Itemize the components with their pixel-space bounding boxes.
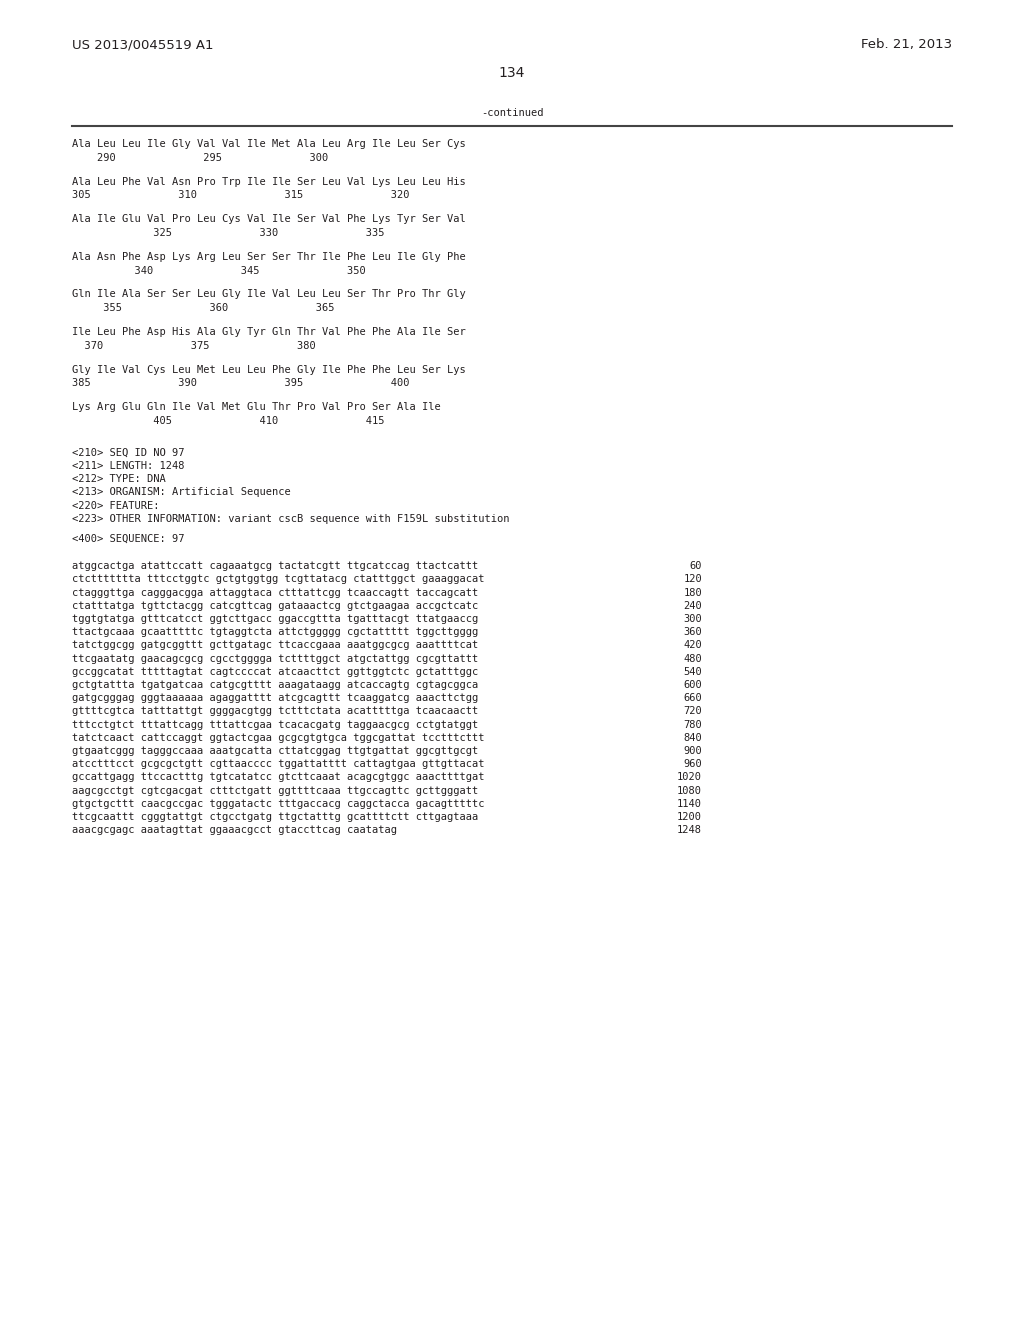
Text: Ala Leu Phe Val Asn Pro Trp Ile Ile Ser Leu Val Lys Leu Leu His: Ala Leu Phe Val Asn Pro Trp Ile Ile Ser … (72, 177, 466, 186)
Text: 325              330              335: 325 330 335 (72, 228, 384, 238)
Text: gtgctgcttt caacgccgac tgggatactc tttgaccacg caggctacca gacagtttttc: gtgctgcttt caacgccgac tgggatactc tttgacc… (72, 799, 484, 809)
Text: 840: 840 (683, 733, 702, 743)
Text: Ala Leu Leu Ile Gly Val Val Ile Met Ala Leu Arg Ile Leu Ser Cys: Ala Leu Leu Ile Gly Val Val Ile Met Ala … (72, 139, 466, 149)
Text: 405              410              415: 405 410 415 (72, 416, 384, 426)
Text: <223> OTHER INFORMATION: variant cscB sequence with F159L substitution: <223> OTHER INFORMATION: variant cscB se… (72, 513, 510, 524)
Text: gccggcatat tttttagtat cagtccccat atcaacttct ggttggtctc gctatttggc: gccggcatat tttttagtat cagtccccat atcaact… (72, 667, 478, 677)
Text: gtgaatcggg tagggccaaa aaatgcatta cttatcggag ttgtgattat ggcgttgcgt: gtgaatcggg tagggccaaa aaatgcatta cttatcg… (72, 746, 478, 756)
Text: 290              295              300: 290 295 300 (72, 153, 329, 162)
Text: 355              360              365: 355 360 365 (72, 304, 335, 313)
Text: Feb. 21, 2013: Feb. 21, 2013 (861, 38, 952, 51)
Text: Ala Asn Phe Asp Lys Arg Leu Ser Ser Thr Ile Phe Leu Ile Gly Phe: Ala Asn Phe Asp Lys Arg Leu Ser Ser Thr … (72, 252, 466, 261)
Text: 780: 780 (683, 719, 702, 730)
Text: <212> TYPE: DNA: <212> TYPE: DNA (72, 474, 166, 484)
Text: ttactgcaaa gcaatttttc tgtaggtcta attctggggg cgctattttt tggcttgggg: ttactgcaaa gcaatttttc tgtaggtcta attctgg… (72, 627, 478, 638)
Text: ctcttttttta tttcctggtc gctgtggtgg tcgttatacg ctatttggct gaaaggacat: ctcttttttta tttcctggtc gctgtggtgg tcgtta… (72, 574, 484, 585)
Text: aagcgcctgt cgtcgacgat ctttctgatt ggttttcaaa ttgccagttc gcttgggatt: aagcgcctgt cgtcgacgat ctttctgatt ggttttc… (72, 785, 478, 796)
Text: <210> SEQ ID NO 97: <210> SEQ ID NO 97 (72, 447, 184, 458)
Text: Gln Ile Ala Ser Ser Leu Gly Ile Val Leu Leu Ser Thr Pro Thr Gly: Gln Ile Ala Ser Ser Leu Gly Ile Val Leu … (72, 289, 466, 300)
Text: aaacgcgagc aaatagttat ggaaacgcct gtaccttcag caatatag: aaacgcgagc aaatagttat ggaaacgcct gtacctt… (72, 825, 397, 836)
Text: 300: 300 (683, 614, 702, 624)
Text: 720: 720 (683, 706, 702, 717)
Text: 60: 60 (689, 561, 702, 572)
Text: atggcactga atattccatt cagaaatgcg tactatcgtt ttgcatccag ttactcattt: atggcactga atattccatt cagaaatgcg tactatc… (72, 561, 478, 572)
Text: 1080: 1080 (677, 785, 702, 796)
Text: 305              310              315              320: 305 310 315 320 (72, 190, 410, 201)
Text: gccattgagg ttccactttg tgtcatatcc gtcttcaaat acagcgtggc aaacttttgat: gccattgagg ttccactttg tgtcatatcc gtcttca… (72, 772, 484, 783)
Text: 370              375              380: 370 375 380 (72, 341, 315, 351)
Text: Lys Arg Glu Gln Ile Val Met Glu Thr Pro Val Pro Ser Ala Ile: Lys Arg Glu Gln Ile Val Met Glu Thr Pro … (72, 403, 440, 412)
Text: 960: 960 (683, 759, 702, 770)
Text: gttttcgtca tatttattgt ggggacgtgg tctttctata acatttttga tcaacaactt: gttttcgtca tatttattgt ggggacgtgg tctttct… (72, 706, 478, 717)
Text: 1248: 1248 (677, 825, 702, 836)
Text: 120: 120 (683, 574, 702, 585)
Text: Ile Leu Phe Asp His Ala Gly Tyr Gln Thr Val Phe Phe Ala Ile Ser: Ile Leu Phe Asp His Ala Gly Tyr Gln Thr … (72, 327, 466, 337)
Text: 340              345              350: 340 345 350 (72, 265, 366, 276)
Text: 180: 180 (683, 587, 702, 598)
Text: tatctggcgg gatgcggttt gcttgatagc ttcaccgaaa aaatggcgcg aaattttcat: tatctggcgg gatgcggttt gcttgatagc ttcaccg… (72, 640, 478, 651)
Text: 1020: 1020 (677, 772, 702, 783)
Text: Ala Ile Glu Val Pro Leu Cys Val Ile Ser Val Phe Lys Tyr Ser Val: Ala Ile Glu Val Pro Leu Cys Val Ile Ser … (72, 214, 466, 224)
Text: ctagggttga cagggacgga attaggtaca ctttattcgg tcaaccagtt taccagcatt: ctagggttga cagggacgga attaggtaca ctttatt… (72, 587, 478, 598)
Text: tttcctgtct tttattcagg tttattcgaa tcacacgatg taggaacgcg cctgtatggt: tttcctgtct tttattcagg tttattcgaa tcacacg… (72, 719, 478, 730)
Text: 540: 540 (683, 667, 702, 677)
Text: Gly Ile Val Cys Leu Met Leu Leu Phe Gly Ile Phe Phe Leu Ser Lys: Gly Ile Val Cys Leu Met Leu Leu Phe Gly … (72, 364, 466, 375)
Text: 134: 134 (499, 66, 525, 81)
Text: 1200: 1200 (677, 812, 702, 822)
Text: 480: 480 (683, 653, 702, 664)
Text: gatgcgggag gggtaaaaaa agaggatttt atcgcagttt tcaaggatcg aaacttctgg: gatgcgggag gggtaaaaaa agaggatttt atcgcag… (72, 693, 478, 704)
Text: tggtgtatga gtttcatcct ggtcttgacc ggaccgttta tgatttacgt ttatgaaccg: tggtgtatga gtttcatcct ggtcttgacc ggaccgt… (72, 614, 478, 624)
Text: <211> LENGTH: 1248: <211> LENGTH: 1248 (72, 461, 184, 471)
Text: 1140: 1140 (677, 799, 702, 809)
Text: <213> ORGANISM: Artificial Sequence: <213> ORGANISM: Artificial Sequence (72, 487, 291, 498)
Text: 360: 360 (683, 627, 702, 638)
Text: <220> FEATURE:: <220> FEATURE: (72, 500, 160, 511)
Text: US 2013/0045519 A1: US 2013/0045519 A1 (72, 38, 213, 51)
Text: ttcgaatatg gaacagcgcg cgcctgggga tcttttggct atgctattgg cgcgttattt: ttcgaatatg gaacagcgcg cgcctgggga tcttttg… (72, 653, 478, 664)
Text: 660: 660 (683, 693, 702, 704)
Text: 385              390              395              400: 385 390 395 400 (72, 379, 410, 388)
Text: 900: 900 (683, 746, 702, 756)
Text: tatctcaact cattccaggt ggtactcgaa gcgcgtgtgca tggcgattat tcctttcttt: tatctcaact cattccaggt ggtactcgaa gcgcgtg… (72, 733, 484, 743)
Text: -continued: -continued (480, 108, 544, 117)
Text: <400> SEQUENCE: 97: <400> SEQUENCE: 97 (72, 535, 184, 544)
Text: ttcgcaattt cgggtattgt ctgcctgatg ttgctatttg gcattttctt cttgagtaaa: ttcgcaattt cgggtattgt ctgcctgatg ttgctat… (72, 812, 478, 822)
Text: gctgtattta tgatgatcaa catgcgtttt aaagataagg atcaccagtg cgtagcggca: gctgtattta tgatgatcaa catgcgtttt aaagata… (72, 680, 478, 690)
Text: 240: 240 (683, 601, 702, 611)
Text: 600: 600 (683, 680, 702, 690)
Text: 420: 420 (683, 640, 702, 651)
Text: atcctttcct gcgcgctgtt cgttaacccc tggattatttt cattagtgaa gttgttacat: atcctttcct gcgcgctgtt cgttaacccc tggatta… (72, 759, 484, 770)
Text: ctatttatga tgttctacgg catcgttcag gataaactcg gtctgaagaa accgctcatc: ctatttatga tgttctacgg catcgttcag gataaac… (72, 601, 478, 611)
